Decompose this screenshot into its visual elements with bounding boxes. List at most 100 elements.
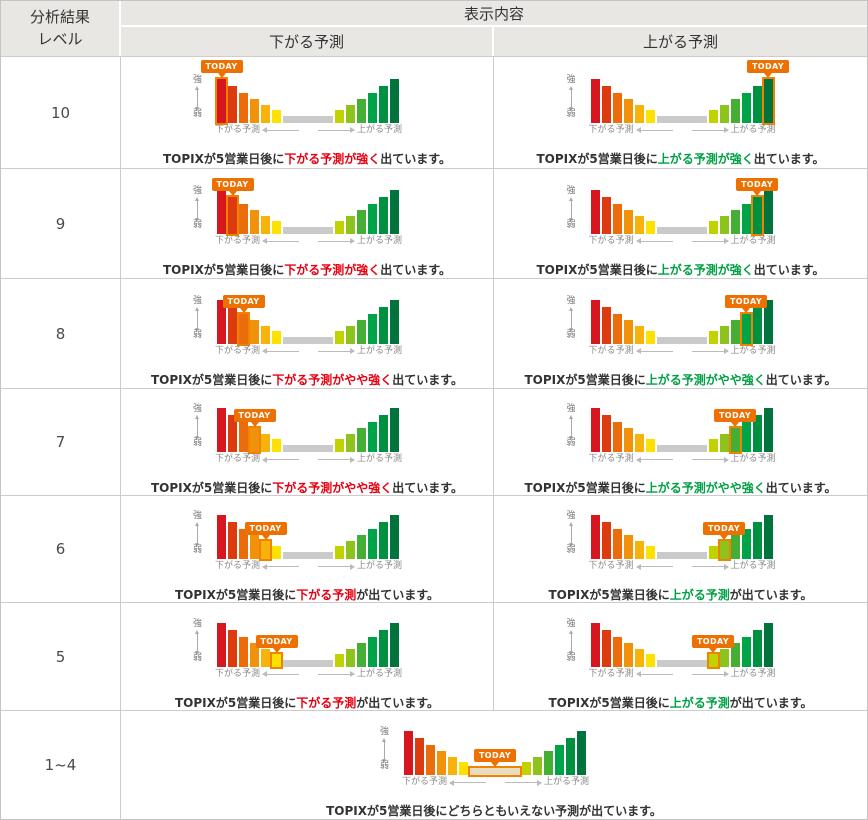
down-axis-arrow-line (262, 348, 300, 354)
caption-emphasis: 下がる予測がやや強く (272, 481, 393, 495)
axis-weak-label: 弱 (566, 652, 576, 663)
down-bar-6 (645, 220, 655, 234)
up-bar-3 (357, 428, 366, 452)
down-bar-4 (250, 535, 259, 559)
prediction-caption: TOPIXが5営業日後に上がる予測がやや強く出ています。 (524, 479, 836, 496)
down-bar-5 (259, 539, 272, 561)
up-axis-arrow-line (691, 456, 729, 463)
strength-meter-chart: 強弱下がる予測 上がる予測 TODAY (561, 603, 801, 687)
down-bar-2 (228, 629, 237, 667)
up-bar-2 (533, 757, 542, 775)
caption-post: 出ています。 (753, 151, 825, 166)
level-cell: 7 (1, 389, 121, 495)
axis-strong-label: 強 (566, 511, 576, 521)
up-bar-6 (763, 299, 773, 344)
up-bar-4 (741, 92, 751, 123)
table-header: 分析結果 レベル 表示内容 下がる予測 上がる予測 (1, 1, 867, 57)
down-bar-3 (239, 422, 248, 452)
up-bar-2 (719, 434, 729, 452)
down-bar-6 (645, 653, 655, 667)
down-axis-arrow-line (635, 671, 673, 677)
down-axis-label-group: 下がる予測 (589, 125, 676, 135)
down-axis-arrow-line (635, 348, 673, 354)
down-chart-cell: 強弱下がる予測 上がる予測 TODAY TOPIXが5営業日後に下がる予測がやや強く出… (121, 279, 494, 388)
today-marker: TODAY (714, 409, 756, 427)
down-axis-arrow-line (262, 671, 300, 677)
down-bar-3 (239, 203, 248, 234)
up-axis-label-group: 上がる予測 (689, 668, 776, 679)
down-axis-label-group: 下がる予測 (589, 562, 676, 571)
up-bar-6 (763, 189, 773, 234)
down-bar-1 (217, 622, 226, 667)
up-bar-5 (379, 196, 388, 234)
down-axis-arrow-line (262, 563, 300, 570)
down-bar-6 (645, 439, 655, 452)
axis-strong-label: 強 (380, 727, 390, 737)
down-bar-6 (645, 330, 655, 344)
down-bar-3 (612, 203, 622, 234)
up-bar-3 (730, 209, 740, 234)
neutral-bar (468, 766, 522, 777)
up-bar-3 (357, 209, 366, 234)
up-axis-label: 上がる予測 (357, 668, 403, 679)
up-axis-label: 上がる予測 (730, 454, 776, 464)
neutral-bar (656, 659, 707, 667)
strength-meter-chart: 強弱下がる予測 上がる予測 TODAY (187, 388, 427, 472)
down-axis-label-group: 下がる予測 (215, 455, 302, 464)
up-bar-3 (544, 751, 553, 775)
caption-pre: TOPIXが5営業日後に (548, 588, 670, 602)
up-bar-1 (708, 546, 718, 559)
down-bar-3 (612, 529, 622, 559)
down-axis-label-group: 下がる予測 (215, 125, 302, 135)
up-bar-1 (708, 220, 718, 234)
level-header-line1: 分析結果 (29, 7, 90, 26)
today-marker: TODAY (692, 634, 734, 653)
down-chart-cell: 強弱下がる予測 上がる予測 TODAY TOPIXが5営業日後に下がる予測が強く出てい… (121, 57, 494, 168)
up-axis-label-group: 上がる予測 (315, 562, 402, 571)
down-bar-5 (261, 648, 270, 667)
up-axis-label: 上がる予測 (730, 668, 776, 679)
neutral-bar (283, 659, 333, 667)
axis-weak-label: 弱 (193, 545, 203, 555)
up-axis-label-group: 上がる予測 (315, 346, 402, 356)
today-marker: TODAY (747, 59, 789, 78)
up-bar-2 (346, 434, 355, 452)
up-axis-label: 上がる予測 (357, 235, 403, 246)
up-bar-6 (390, 515, 399, 559)
prediction-caption: TOPIXが5営業日後に下がる予測が出ています。 (175, 694, 439, 711)
up-axis-label: 上がる予測 (730, 345, 776, 356)
prediction-caption: TOPIXが5営業日後に下がる予測がやや強く出ています。 (151, 479, 463, 496)
up-bar-1 (335, 330, 344, 344)
today-marker: TODAY (255, 634, 298, 653)
display-header-group: 表示内容 下がる予測 上がる予測 (121, 1, 867, 56)
down-axis-arrow-line (635, 456, 673, 463)
axis-strong-label: 強 (566, 185, 576, 196)
axis-weak-label: 弱 (193, 108, 203, 119)
down-bar-3 (426, 745, 435, 775)
up-bar-4 (739, 311, 753, 346)
down-bar-2 (601, 415, 611, 452)
caption-pre: TOPIXが5営業日後に (524, 372, 646, 387)
strength-meter-chart: 強弱下がる予測 上がる予測 TODAY (561, 388, 801, 472)
down-bar-4 (250, 319, 259, 344)
today-marker: TODAY (736, 177, 778, 196)
axis-weak-label: 弱 (193, 219, 203, 230)
up-bar-5 (752, 629, 762, 667)
axis-line (568, 306, 573, 332)
up-axis-label: 上がる予測 (730, 124, 776, 135)
up-bar-4 (368, 636, 377, 667)
caption-pre: TOPIXが5営業日後に (174, 588, 297, 602)
up-bar-5 (379, 629, 388, 667)
down-bar-5 (261, 215, 270, 234)
up-bar-6 (390, 622, 399, 667)
up-axis-label: 上がる予測 (357, 561, 403, 571)
up-axis-label-group: 上がる予測 (315, 668, 403, 679)
down-bar-4 (623, 98, 633, 123)
down-bar-4 (623, 319, 633, 344)
up-chart-cell: 強弱下がる予測 上がる予測 TODAY TOPIXが5営業日後に上がる予測がやや強く出… (494, 388, 867, 496)
down-axis-label-group: 下がる予測 (589, 669, 676, 679)
up-bar-4 (368, 422, 377, 452)
up-axis-arrow-line (691, 238, 729, 244)
down-axis-label: 下がる予測 (588, 345, 634, 356)
up-bar-2 (346, 215, 355, 234)
